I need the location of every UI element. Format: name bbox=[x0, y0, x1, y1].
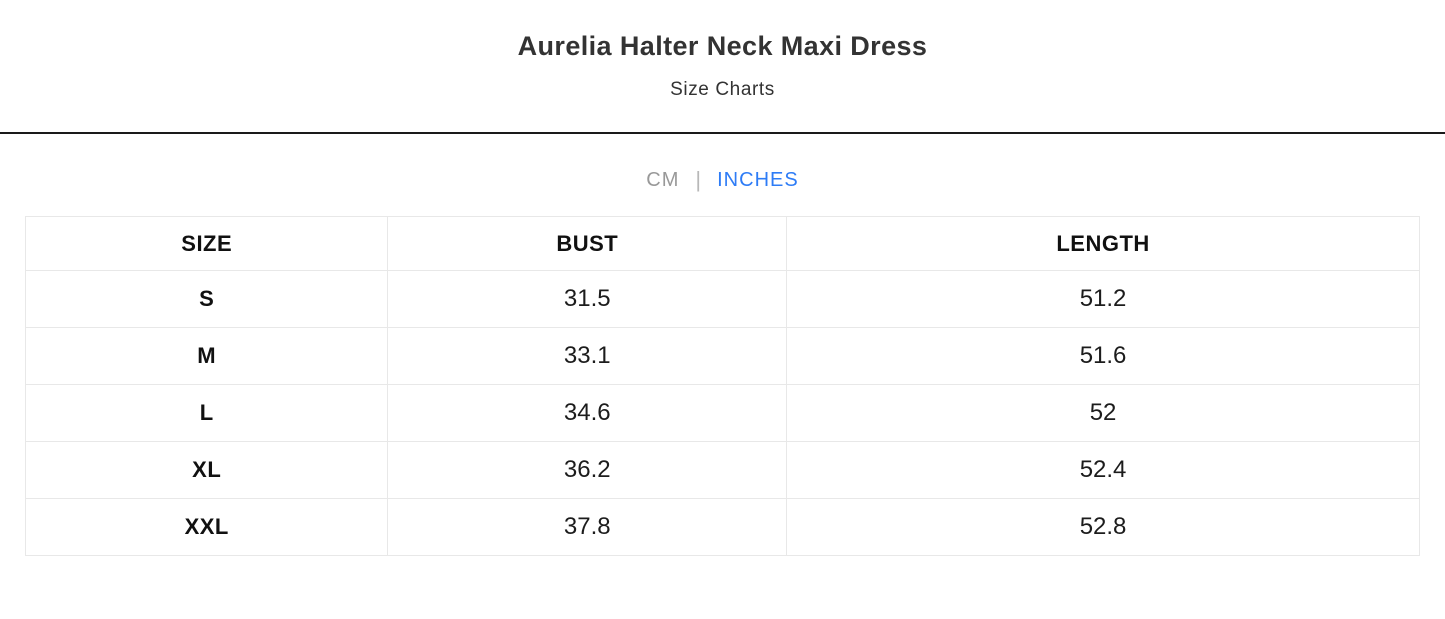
size-cell: L bbox=[24, 384, 389, 442]
page-subtitle: Size Charts bbox=[670, 79, 775, 100]
size-cell: S bbox=[24, 270, 389, 328]
length-cell: 51.6 bbox=[786, 327, 1420, 385]
table-header-row: SIZE BUST LENGTH bbox=[24, 216, 1420, 271]
header-cell-bust: BUST bbox=[387, 216, 788, 271]
header-cell-size: SIZE bbox=[24, 216, 389, 271]
unit-option-inches[interactable]: INCHES bbox=[717, 166, 799, 194]
header-divider bbox=[0, 132, 1445, 134]
page-header: Aurelia Halter Neck Maxi Dress Size Char… bbox=[0, 0, 1445, 102]
unit-toggle-separator: | bbox=[695, 167, 702, 192]
header-cell-length: LENGTH bbox=[786, 216, 1420, 271]
bust-cell: 31.5 bbox=[387, 270, 788, 328]
bust-cell: 34.6 bbox=[387, 384, 788, 442]
size-chart-table: SIZE BUST LENGTH S 31.5 51.2 M 33.1 51.6… bbox=[24, 216, 1420, 556]
length-cell: 52 bbox=[786, 384, 1420, 442]
table-row: M 33.1 51.6 bbox=[24, 327, 1420, 385]
size-cell: XL bbox=[24, 441, 389, 499]
length-cell: 52.4 bbox=[786, 441, 1420, 499]
bust-cell: 36.2 bbox=[387, 441, 788, 499]
unit-toggle: CM | INCHES bbox=[0, 166, 1445, 194]
unit-option-cm[interactable]: CM bbox=[646, 166, 679, 194]
size-cell: M bbox=[24, 327, 389, 385]
table-row: L 34.6 52 bbox=[24, 384, 1420, 442]
table-row: XXL 37.8 52.8 bbox=[24, 498, 1420, 556]
page-title: Aurelia Halter Neck Maxi Dress bbox=[517, 31, 928, 61]
length-cell: 51.2 bbox=[786, 270, 1420, 328]
size-cell: XXL bbox=[24, 498, 389, 556]
table-row: S 31.5 51.2 bbox=[24, 270, 1420, 328]
length-cell: 52.8 bbox=[786, 498, 1420, 556]
table-row: XL 36.2 52.4 bbox=[24, 441, 1420, 499]
bust-cell: 37.8 bbox=[387, 498, 788, 556]
size-chart-container: SIZE BUST LENGTH S 31.5 51.2 M 33.1 51.6… bbox=[24, 216, 1420, 556]
bust-cell: 33.1 bbox=[387, 327, 788, 385]
